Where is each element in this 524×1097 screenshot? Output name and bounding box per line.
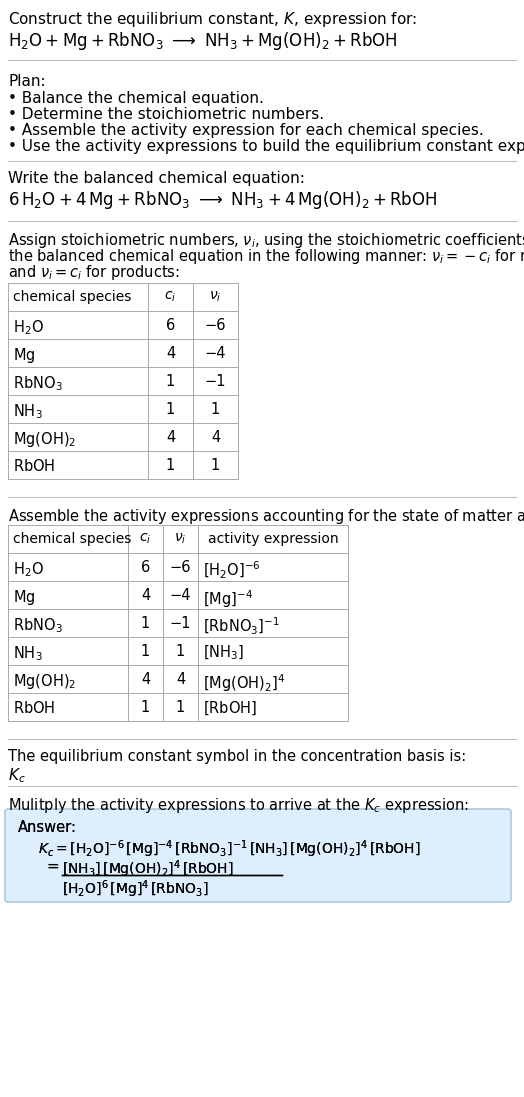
Text: $[\mathrm{H_2O}]^6\,[\mathrm{Mg}]^4\,[\mathrm{RbNO_3}]$: $[\mathrm{H_2O}]^6\,[\mathrm{Mg}]^4\,[\m… bbox=[62, 878, 209, 900]
Text: $[\mathrm{H_2O}]^{-6}$: $[\mathrm{H_2O}]^{-6}$ bbox=[203, 559, 260, 581]
Text: • Determine the stoichiometric numbers.: • Determine the stoichiometric numbers. bbox=[8, 108, 324, 122]
Text: chemical species: chemical species bbox=[13, 290, 132, 304]
Text: $[\mathrm{RbNO_3}]^{-1}$: $[\mathrm{RbNO_3}]^{-1}$ bbox=[203, 617, 280, 637]
Text: 1: 1 bbox=[176, 644, 185, 659]
Text: $\mathrm{NH_3}$: $\mathrm{NH_3}$ bbox=[13, 402, 43, 421]
Text: 1: 1 bbox=[211, 402, 220, 417]
Text: −6: −6 bbox=[205, 318, 226, 333]
Text: $K_c = [\mathrm{H_2O}]^{-6}\,[\mathrm{Mg}]^{-4}\,[\mathrm{RbNO_3}]^{-1}\,[\mathr: $K_c = [\mathrm{H_2O}]^{-6}\,[\mathrm{Mg… bbox=[38, 838, 421, 860]
Text: $\mathrm{RbNO_3}$: $\mathrm{RbNO_3}$ bbox=[13, 617, 63, 635]
Text: $=$: $=$ bbox=[44, 858, 60, 873]
Text: 1: 1 bbox=[176, 700, 185, 715]
Text: The equilibrium constant symbol in the concentration basis is:: The equilibrium constant symbol in the c… bbox=[8, 749, 466, 764]
Text: 6: 6 bbox=[141, 559, 150, 575]
Text: Mulitply the activity expressions to arrive at the $K_c$ expression:: Mulitply the activity expressions to arr… bbox=[8, 796, 469, 815]
Text: Assemble the activity expressions accounting for the state of matter and $\nu_i$: Assemble the activity expressions accoun… bbox=[8, 507, 524, 525]
Text: • Assemble the activity expression for each chemical species.: • Assemble the activity expression for e… bbox=[8, 123, 484, 138]
Text: 1: 1 bbox=[141, 617, 150, 631]
Text: 4: 4 bbox=[141, 588, 150, 603]
Text: $\mathrm{H_2O}$: $\mathrm{H_2O}$ bbox=[13, 318, 44, 337]
Text: 4: 4 bbox=[141, 672, 150, 687]
Text: the balanced chemical equation in the following manner: $\nu_i = -c_i$ for react: the balanced chemical equation in the fo… bbox=[8, 247, 524, 265]
Text: −1: −1 bbox=[205, 374, 226, 389]
Text: $\mathrm{RbOH}$: $\mathrm{RbOH}$ bbox=[13, 459, 56, 474]
Text: $\mathrm{Mg}$: $\mathrm{Mg}$ bbox=[13, 346, 36, 365]
Text: $K_c = [\mathrm{H_2O}]^{-6}\,[\mathrm{Mg}]^{-4}\,[\mathrm{RbNO_3}]^{-1}\,[\mathr: $K_c = [\mathrm{H_2O}]^{-6}\,[\mathrm{Mg… bbox=[38, 838, 421, 860]
Text: −4: −4 bbox=[170, 588, 191, 603]
Text: $c_i$: $c_i$ bbox=[165, 290, 177, 304]
Text: $\mathrm{RbNO_3}$: $\mathrm{RbNO_3}$ bbox=[13, 374, 63, 393]
Text: 1: 1 bbox=[166, 402, 175, 417]
Text: $\mathrm{6\,H_2O + 4\,Mg + RbNO_3 \ \longrightarrow \ NH_3 + 4\,Mg(OH)_2 + RbOH}: $\mathrm{6\,H_2O + 4\,Mg + RbNO_3 \ \lon… bbox=[8, 189, 438, 211]
Text: $\nu_i$: $\nu_i$ bbox=[174, 532, 187, 546]
Text: Plan:: Plan: bbox=[8, 73, 46, 89]
Text: $\mathrm{Mg(OH)_2}$: $\mathrm{Mg(OH)_2}$ bbox=[13, 430, 77, 449]
Text: $\mathrm{NH_3}$: $\mathrm{NH_3}$ bbox=[13, 644, 43, 663]
Text: 4: 4 bbox=[211, 430, 220, 445]
FancyBboxPatch shape bbox=[5, 808, 511, 902]
Text: 4: 4 bbox=[166, 346, 175, 361]
Text: −4: −4 bbox=[205, 346, 226, 361]
Text: Assign stoichiometric numbers, $\nu_i$, using the stoichiometric coefficients, $: Assign stoichiometric numbers, $\nu_i$, … bbox=[8, 231, 524, 250]
Text: $[\mathrm{Mg(OH)_2}]^4$: $[\mathrm{Mg(OH)_2}]^4$ bbox=[203, 672, 286, 693]
Text: $[\mathrm{Mg}]^{-4}$: $[\mathrm{Mg}]^{-4}$ bbox=[203, 588, 253, 610]
Text: $\nu_i$: $\nu_i$ bbox=[209, 290, 222, 304]
Text: Write the balanced chemical equation:: Write the balanced chemical equation: bbox=[8, 171, 305, 186]
Text: $\mathrm{H_2O + Mg + RbNO_3 \ \longrightarrow \ NH_3 + Mg(OH)_2 + RbOH}$: $\mathrm{H_2O + Mg + RbNO_3 \ \longright… bbox=[8, 30, 398, 52]
Text: activity expression: activity expression bbox=[208, 532, 339, 546]
Text: Answer:: Answer: bbox=[18, 819, 77, 835]
Text: $\mathrm{H_2O}$: $\mathrm{H_2O}$ bbox=[13, 559, 44, 579]
Text: • Balance the chemical equation.: • Balance the chemical equation. bbox=[8, 91, 264, 106]
Text: chemical species: chemical species bbox=[13, 532, 132, 546]
Text: $[\mathrm{NH_3}]$: $[\mathrm{NH_3}]$ bbox=[203, 644, 244, 663]
Text: $[\mathrm{H_2O}]^6\,[\mathrm{Mg}]^4\,[\mathrm{RbNO_3}]$: $[\mathrm{H_2O}]^6\,[\mathrm{Mg}]^4\,[\m… bbox=[62, 878, 209, 900]
Text: $[\mathrm{NH_3}]\,[\mathrm{Mg(OH)_2}]^4\,[\mathrm{RbOH}]$: $[\mathrm{NH_3}]\,[\mathrm{Mg(OH)_2}]^4\… bbox=[62, 858, 234, 880]
Text: 6: 6 bbox=[166, 318, 175, 333]
Text: $K_c$: $K_c$ bbox=[8, 766, 26, 784]
Text: $c_i$: $c_i$ bbox=[139, 532, 151, 546]
Text: $[\mathrm{NH_3}]\,[\mathrm{Mg(OH)_2}]^4\,[\mathrm{RbOH}]$: $[\mathrm{NH_3}]\,[\mathrm{Mg(OH)_2}]^4\… bbox=[62, 858, 234, 880]
Text: $\mathrm{Mg}$: $\mathrm{Mg}$ bbox=[13, 588, 36, 607]
Text: • Use the activity expressions to build the equilibrium constant expression.: • Use the activity expressions to build … bbox=[8, 139, 524, 154]
Text: −6: −6 bbox=[170, 559, 191, 575]
Text: Answer:: Answer: bbox=[18, 819, 77, 835]
Text: $[\mathrm{RbOH}]$: $[\mathrm{RbOH}]$ bbox=[203, 700, 257, 717]
Text: 4: 4 bbox=[176, 672, 185, 687]
Text: Construct the equilibrium constant, $K$, expression for:: Construct the equilibrium constant, $K$,… bbox=[8, 10, 417, 29]
Text: 1: 1 bbox=[211, 459, 220, 473]
Text: and $\nu_i = c_i$ for products:: and $\nu_i = c_i$ for products: bbox=[8, 263, 180, 282]
Text: $\mathrm{RbOH}$: $\mathrm{RbOH}$ bbox=[13, 700, 56, 716]
Text: 1: 1 bbox=[166, 374, 175, 389]
Text: $\mathrm{Mg(OH)_2}$: $\mathrm{Mg(OH)_2}$ bbox=[13, 672, 77, 691]
Text: 1: 1 bbox=[141, 644, 150, 659]
Text: 4: 4 bbox=[166, 430, 175, 445]
Text: 1: 1 bbox=[166, 459, 175, 473]
Text: $=$: $=$ bbox=[44, 858, 60, 873]
Text: −1: −1 bbox=[170, 617, 191, 631]
Text: 1: 1 bbox=[141, 700, 150, 715]
